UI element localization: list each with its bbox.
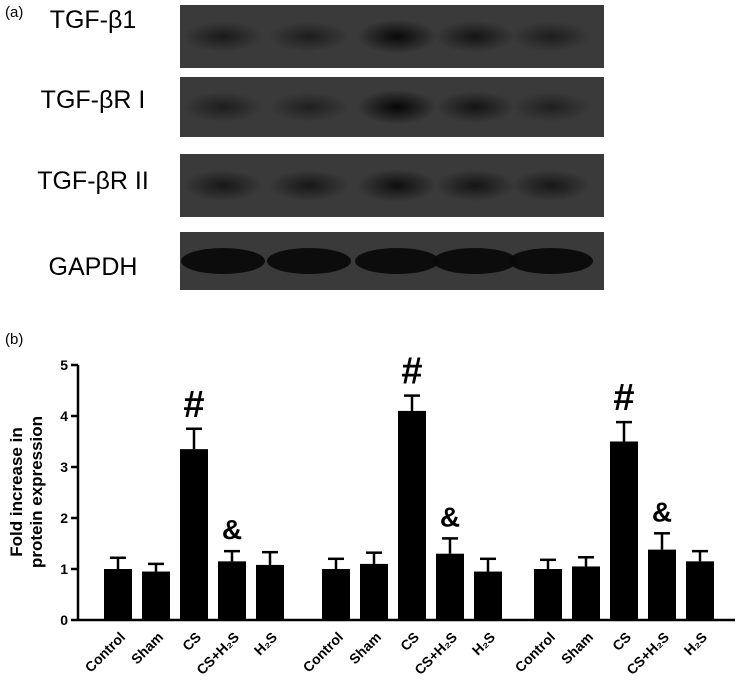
bar — [322, 569, 350, 620]
significance-ampersand: & — [652, 496, 672, 527]
blot-band — [511, 21, 591, 52]
blot-label-tgf-b1: TGF-β1 — [49, 6, 137, 34]
bar — [142, 571, 170, 620]
x-tick-label: CS — [609, 629, 634, 654]
y-tick-label: 3 — [60, 459, 68, 475]
blot-band — [357, 89, 437, 125]
blot-band — [267, 248, 351, 274]
y-tick-label: 4 — [60, 408, 68, 424]
blot-band — [355, 248, 439, 274]
x-tick-label: Sham — [558, 629, 596, 667]
bar — [474, 571, 502, 620]
significance-ampersand: & — [222, 514, 242, 545]
x-tick-label: Sham — [128, 629, 166, 667]
y-tick-label: 1 — [60, 561, 68, 577]
x-tick-label: CS+H₂S — [623, 629, 672, 678]
western-blot-image — [180, 5, 604, 290]
blot-band — [357, 19, 437, 54]
bar — [534, 569, 562, 620]
blot-band — [433, 248, 517, 274]
significance-hash: # — [183, 384, 204, 426]
blot-band — [183, 169, 263, 202]
significance-hash: # — [613, 377, 634, 419]
y-tick-label: 2 — [60, 510, 68, 526]
y-tick-label: 0 — [60, 612, 68, 628]
blot-label-tgf-br1: TGF-βR I — [40, 86, 146, 114]
x-tick-label: CS — [179, 629, 204, 654]
bar — [686, 561, 714, 620]
y-tick-label: 5 — [60, 357, 68, 373]
bar — [360, 563, 388, 620]
x-tick-label: CS — [397, 629, 422, 654]
bar — [218, 561, 246, 620]
significance-ampersand: & — [440, 501, 460, 532]
blot-band — [435, 20, 515, 53]
blot-band — [435, 169, 515, 202]
significance-hash: # — [401, 351, 422, 393]
bar — [572, 566, 600, 620]
blot-band — [511, 169, 591, 202]
panel-b-label: (b) — [5, 331, 24, 348]
blot-label-tgf-br2: TGF-βR II — [37, 167, 149, 195]
bar — [610, 441, 638, 620]
blot-band — [181, 248, 265, 274]
blot-band — [183, 21, 263, 52]
x-tick-label: H₂S — [681, 629, 710, 658]
blot-band — [269, 92, 349, 122]
x-tick-label: CS+H₂S — [411, 629, 460, 678]
bar — [436, 553, 464, 620]
x-tick-label: Control — [300, 629, 347, 676]
bar — [648, 549, 676, 620]
blot-band — [357, 169, 437, 202]
blot-band — [509, 248, 593, 274]
x-tick-label: Control — [512, 629, 559, 676]
x-tick-label: Control — [82, 629, 129, 676]
x-tick-label: CS+H₂S — [193, 629, 242, 678]
bar — [256, 564, 284, 620]
panel-a-label: (a) — [5, 4, 24, 21]
x-tick-label: Sham — [346, 629, 384, 667]
bar — [104, 569, 132, 620]
bar — [398, 410, 426, 620]
x-tick-label: H₂S — [469, 629, 498, 658]
y-axis-title: Fold increase inprotein expression — [7, 416, 46, 568]
blot-band — [183, 92, 263, 122]
bar — [180, 449, 208, 620]
blot-band — [269, 21, 349, 52]
blot-label-gapdh: GAPDH — [48, 253, 138, 281]
blot-band — [269, 169, 349, 202]
x-tick-label: H₂S — [251, 629, 280, 658]
blot-band — [511, 92, 591, 122]
blot-band — [435, 91, 515, 123]
